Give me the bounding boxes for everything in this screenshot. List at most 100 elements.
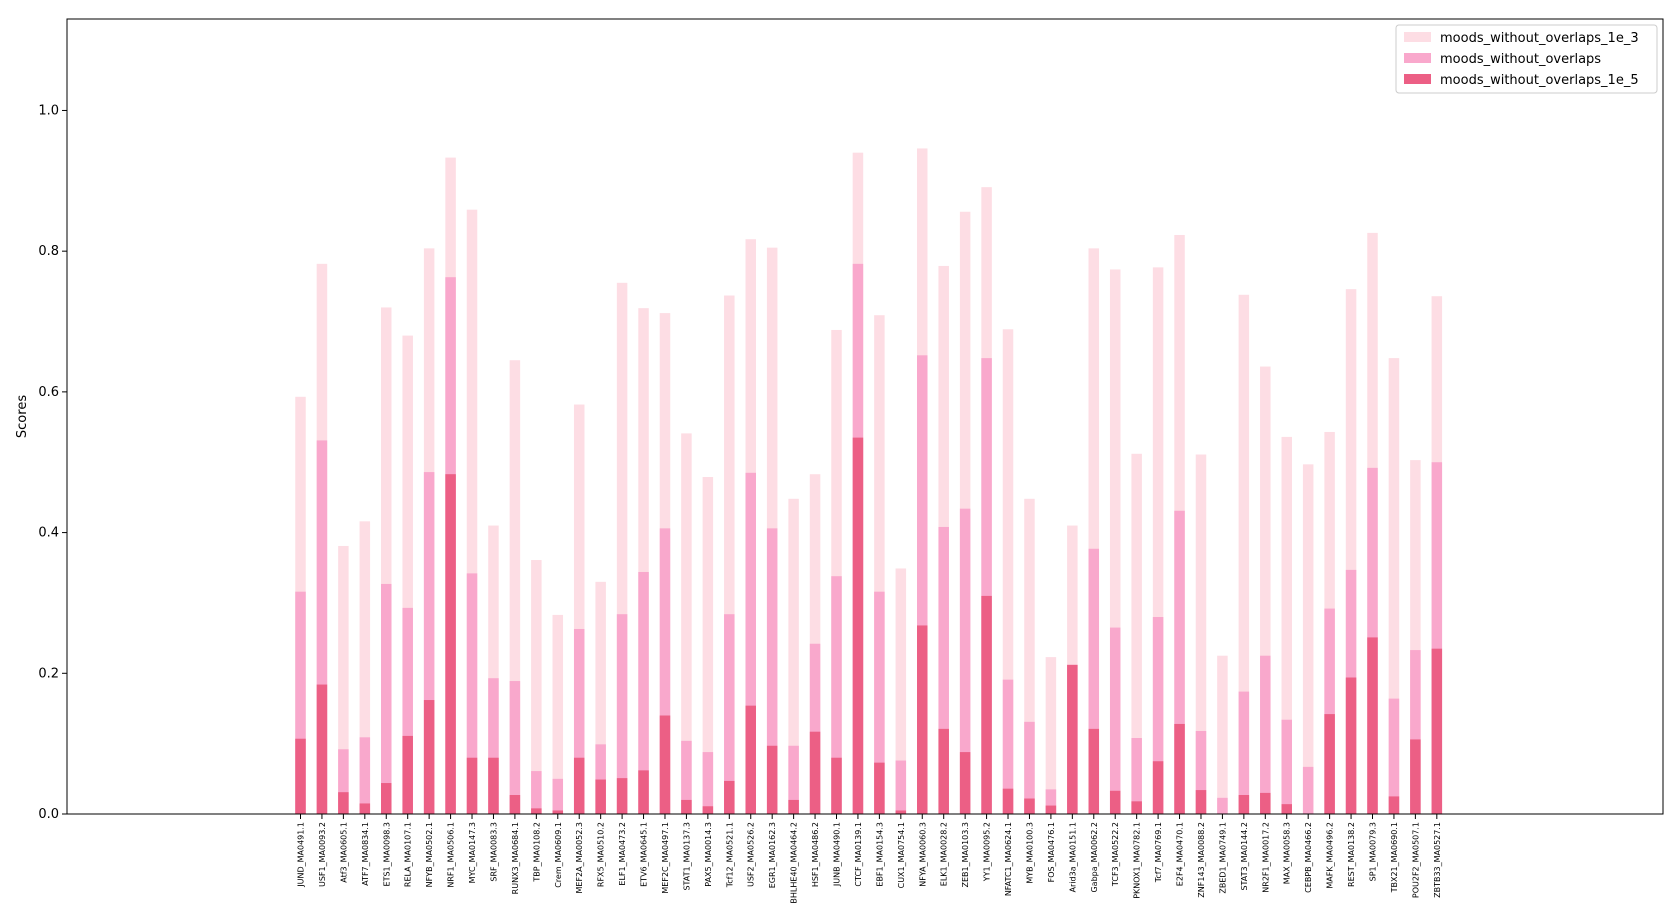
bar-moods_without_overlaps_1e_5 — [745, 705, 756, 814]
bar-moods_without_overlaps_1e_3 — [681, 433, 692, 814]
bar-moods_without_overlaps — [831, 576, 842, 814]
legend-box — [1395, 24, 1658, 94]
y-tick-label: 0.6 — [38, 385, 59, 400]
bar-moods_without_overlaps — [1002, 679, 1014, 814]
bar-moods_without_overlaps — [1410, 650, 1421, 814]
bar-moods_without_overlaps_1e_3 — [616, 282, 628, 815]
bar-moods_without_overlaps_1e_5 — [1088, 728, 1100, 814]
x-tick-label: E2F4_MA0470.1 — [1176, 822, 1185, 886]
x-tick-label: ETS1_MA0098.3 — [382, 822, 391, 886]
bar-moods_without_overlaps — [509, 681, 521, 814]
x-tick-label: TBX21_MA0690.1 — [1390, 822, 1399, 893]
bar-moods_without_overlaps_1e_5 — [402, 735, 413, 814]
x-tick-label: ETV6_MA0645.1 — [640, 822, 649, 887]
bar-moods_without_overlaps_1e_5 — [552, 810, 564, 814]
bar-moods_without_overlaps_1e_5 — [531, 808, 542, 814]
bar-moods_without_overlaps — [1024, 721, 1035, 814]
bar-moods_without_overlaps_1e_5 — [488, 757, 499, 814]
bar-moods_without_overlaps_1e_5 — [874, 762, 885, 814]
bar-moods_without_overlaps — [981, 358, 992, 814]
bar-moods_without_overlaps — [423, 472, 435, 814]
x-tick-label: EBF1_MA0154.3 — [875, 822, 884, 887]
bar-moods_without_overlaps_1e_3 — [402, 335, 413, 814]
bar-moods_without_overlaps — [766, 528, 778, 814]
x-axis: JUND_MA0491.1 USF1_MA0093.2 Atf3_MA0605.1 A… — [297, 814, 1442, 904]
bar-moods_without_overlaps_1e_3 — [1088, 248, 1100, 814]
y-axis-label: Scores — [15, 395, 30, 438]
bar-moods_without_overlaps_1e_3 — [1024, 498, 1035, 814]
bar-moods_without_overlaps_1e_5 — [1410, 739, 1421, 814]
x-tick-label: ELF1_MA0473.2 — [618, 822, 627, 886]
y-tick-label: 0.8 — [38, 244, 59, 259]
bar-moods_without_overlaps — [1131, 738, 1142, 814]
bar-moods_without_overlaps_1e_5 — [895, 810, 907, 814]
bar-moods_without_overlaps_1e_5 — [938, 728, 949, 814]
bar-moods_without_overlaps — [659, 528, 671, 814]
bar-moods_without_overlaps — [1045, 789, 1057, 814]
bar-moods_without_overlaps_1e_3 — [531, 560, 542, 814]
bar-moods_without_overlaps — [1217, 797, 1228, 814]
bar-moods_without_overlaps_1e_5 — [1238, 795, 1250, 814]
bar-moods_without_overlaps — [1238, 691, 1250, 814]
bar-moods_without_overlaps — [1174, 510, 1185, 814]
legend-label: moods_without_overlaps_1e_3 — [1440, 31, 1639, 46]
bar-moods_without_overlaps_1e_3 — [1217, 655, 1228, 814]
bar-moods_without_overlaps_1e_5 — [1431, 648, 1443, 814]
x-tick-label: CUX1_MA0754.1 — [897, 822, 906, 888]
x-tick-label: MEF2A_MA0052.3 — [575, 822, 584, 894]
bar-moods_without_overlaps — [1109, 627, 1121, 814]
bar-moods_without_overlaps_1e_3 — [595, 581, 606, 814]
bar-moods_without_overlaps — [917, 355, 928, 814]
bar-moods_without_overlaps_1e_3 — [1345, 289, 1357, 814]
bar-moods_without_overlaps — [1324, 608, 1335, 814]
bar-moods_without_overlaps — [745, 472, 756, 814]
x-tick-label: JUND_MA0491.1 — [297, 822, 306, 888]
bar-moods_without_overlaps_1e_5 — [917, 625, 928, 814]
bar-moods_without_overlaps_1e_3 — [724, 295, 735, 814]
bar-moods_without_overlaps — [788, 745, 799, 814]
bar-moods_without_overlaps_1e_3 — [552, 614, 564, 814]
bar-moods_without_overlaps — [1302, 766, 1314, 814]
bar-moods_without_overlaps_1e_5 — [381, 783, 392, 814]
y-tick-label: 0.2 — [38, 666, 59, 681]
bar-moods_without_overlaps — [595, 744, 606, 814]
bar-moods_without_overlaps — [681, 740, 692, 814]
bar-moods_without_overlaps_1e_5 — [1388, 796, 1400, 814]
bar-moods_without_overlaps_1e_5 — [573, 757, 585, 814]
bar-moods_without_overlaps_1e_5 — [702, 806, 714, 814]
x-tick-label: JUNB_MA0490.1 — [833, 822, 842, 887]
bar-moods_without_overlaps — [1281, 719, 1292, 814]
bar-moods_without_overlaps — [638, 571, 649, 814]
axes-frame — [66, 18, 1664, 815]
bar-moods_without_overlaps — [466, 573, 478, 814]
bar-moods_without_overlaps — [809, 643, 821, 814]
bar-moods_without_overlaps — [552, 778, 564, 814]
x-tick-label: Tcf7_MA0769.1 — [1154, 822, 1163, 883]
bar-moods_without_overlaps_1e_3 — [788, 498, 799, 814]
bar-moods_without_overlaps_1e_3 — [1260, 366, 1271, 814]
bar-moods_without_overlaps_1e_5 — [638, 770, 649, 814]
bar-moods_without_overlaps_1e_3 — [1152, 267, 1164, 814]
bar-moods_without_overlaps_1e_3 — [1281, 436, 1292, 814]
bar-layer — [295, 148, 1443, 815]
x-tick-label: NRF1_MA0506.1 — [447, 822, 456, 888]
x-tick-label: CTCF_MA0139.1 — [854, 822, 863, 887]
bar-moods_without_overlaps — [316, 440, 328, 814]
bar-moods_without_overlaps_1e_3 — [466, 209, 478, 814]
x-tick-label: NFATC1_MA0624.1 — [1004, 822, 1013, 896]
bar-moods_without_overlaps_1e_3 — [895, 568, 907, 814]
bar-moods_without_overlaps_1e_5 — [423, 700, 435, 814]
x-tick-label: USF2_MA0526.2 — [747, 822, 756, 887]
bar-moods_without_overlaps_1e_5 — [1024, 798, 1035, 814]
x-tick-label: ZBED1_MA0749.1 — [1218, 822, 1227, 894]
x-tick-label: STAT3_MA0144.2 — [1240, 822, 1249, 891]
bar-moods_without_overlaps_1e_5 — [1109, 790, 1121, 814]
x-tick-label: STAT1_MA0137.3 — [682, 822, 691, 891]
x-tick-label: RFX5_MA0510.2 — [597, 822, 606, 887]
x-tick-label: NFYB_MA0502.1 — [425, 822, 434, 887]
bar-moods_without_overlaps_1e_5 — [788, 799, 799, 814]
x-tick-label: MAX_MA0058.3 — [1283, 822, 1292, 884]
x-tick-label: TBP_MA0108.2 — [532, 822, 541, 883]
bar-moods_without_overlaps_1e_5 — [724, 780, 735, 814]
bar-moods_without_overlaps_1e_5 — [295, 738, 306, 814]
